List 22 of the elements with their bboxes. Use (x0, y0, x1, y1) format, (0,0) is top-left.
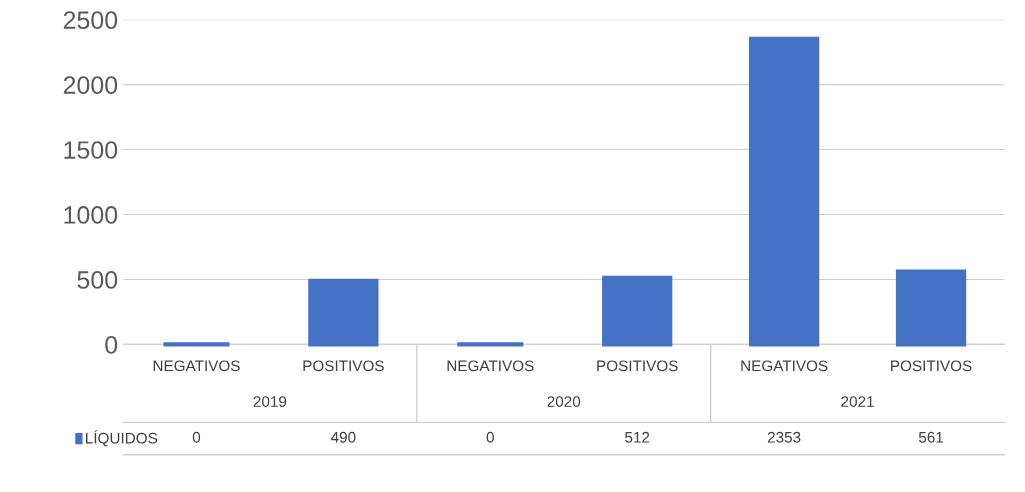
y-tick-label: 2500 (63, 11, 118, 29)
text: 2021 (841, 396, 874, 407)
y-tick-label: 0 (105, 336, 118, 354)
legend-label: LÍQUIDOS (86, 430, 158, 447)
y-tick-label: 500 (77, 271, 118, 289)
y-tick-label: 1500 (64, 141, 118, 159)
data-label: 2353 (767, 431, 801, 443)
data-label: 561 (918, 431, 944, 443)
text: 2019 (253, 396, 287, 407)
x-tick-label: NEGATIVOS (447, 360, 534, 372)
text: 2020 (547, 396, 581, 407)
x-tick-label: POSITIVOS (303, 360, 384, 372)
data-label: 512 (625, 431, 650, 443)
y-tick-label: 1000 (64, 206, 118, 224)
y-tick-label: 2000 (63, 76, 118, 94)
data-label: 0 (192, 431, 201, 443)
data-label: 490 (330, 431, 356, 443)
x-tick-label: NEGATIVOS (741, 360, 828, 372)
data-label: 0 (486, 431, 494, 443)
x-tick-label: NEGATIVOS (153, 360, 240, 372)
x-tick-label: POSITIVOS (597, 360, 678, 372)
x-tick-label: POSITIVOS (891, 360, 972, 372)
